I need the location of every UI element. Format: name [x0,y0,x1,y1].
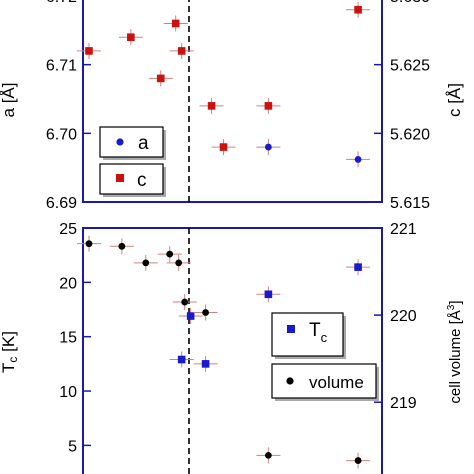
right-tick-label: 5.615 [390,195,430,212]
right-tick-label: 220 [390,308,417,325]
left-tick-label: 6.69 [46,195,77,212]
legend-marker-tc [287,325,295,333]
data-point-volume [264,451,272,459]
data-point-T_c [177,355,186,364]
top-legend: a c [99,126,166,197]
legend-box-a [99,126,164,158]
data-point-c [207,102,216,110]
top-plot-frame [82,0,383,203]
bottom-left-axis-label: Tc [K] [0,331,20,373]
data-point-T_c [186,312,195,320]
top-left-ticks: 6.69 6.70 6.71 6.72 [46,0,91,212]
top-right-axis-label: c [Å] [445,83,464,117]
left-tick-label: 20 [59,275,77,292]
data-point-volume [354,457,362,464]
left-tick-label: 25 [59,221,77,238]
right-tick-label: 5.630 [390,0,430,6]
data-point-c [177,47,186,55]
data-point-volume [85,240,93,248]
data-point-c [354,5,362,14]
data-point-a [354,156,362,163]
left-tick-label: 5 [68,438,77,455]
legend-label-a: a [138,133,149,154]
left-tick-label: 6.72 [46,0,77,6]
data-point-volume [142,259,150,267]
right-tick-label: 5.620 [390,126,430,143]
data-point-c [127,33,135,41]
bottom-right-ticks: 219 220 221 [374,221,417,412]
data-point-c [264,102,273,110]
data-point-c [85,47,93,55]
legend-marker-c [116,174,124,182]
left-tick-label: 6.71 [46,58,77,75]
data-point-T_c [354,263,362,271]
data-point-volume [181,298,189,306]
bottom-panel: 5 10 15 20 25 219 220 221 Tc [K] cell volume [… [0,221,464,474]
right-tick-label: 219 [390,395,417,412]
bottom-right-axis-label: cell volume [Å3] [446,300,464,403]
top-panel: 6.69 6.70 6.71 6.72 5.615 5.620 5.625 5.630 a … [0,0,464,212]
bottom-marks [76,235,371,469]
data-point-c [156,74,165,83]
data-point-volume [166,250,174,258]
data-point-a [264,143,272,151]
legend-label-c: c [137,170,147,191]
bottom-left-ticks: 5 10 15 20 25 [59,221,91,455]
legend-marker-volume [286,377,294,385]
top-left-axis-label: a [Å] [0,83,18,118]
bottom-plot-frame [82,227,383,474]
right-tick-label: 5.625 [390,58,430,75]
top-marks [76,1,371,168]
legend-label-tc: Tc [309,320,328,345]
data-point-volume [118,242,126,250]
data-point-c [219,143,228,151]
legend-label-volume: volume [309,373,364,392]
legend-box-c [99,163,164,195]
top-right-ticks: 5.615 5.620 5.625 5.630 [374,0,430,212]
bottom-legend: Tc volume [271,312,379,401]
right-tick-label: 221 [390,221,417,238]
left-tick-label: 10 [59,384,77,401]
left-tick-label: 6.70 [46,126,77,143]
left-tick-label: 15 [59,330,77,347]
data-point-volume [175,259,183,267]
legend-marker-a [116,138,124,146]
data-point-c [171,19,180,28]
legend-box-tc [271,312,344,357]
data-point-T_c [201,360,210,368]
data-point-T_c [264,290,273,299]
data-point-volume [202,309,209,316]
